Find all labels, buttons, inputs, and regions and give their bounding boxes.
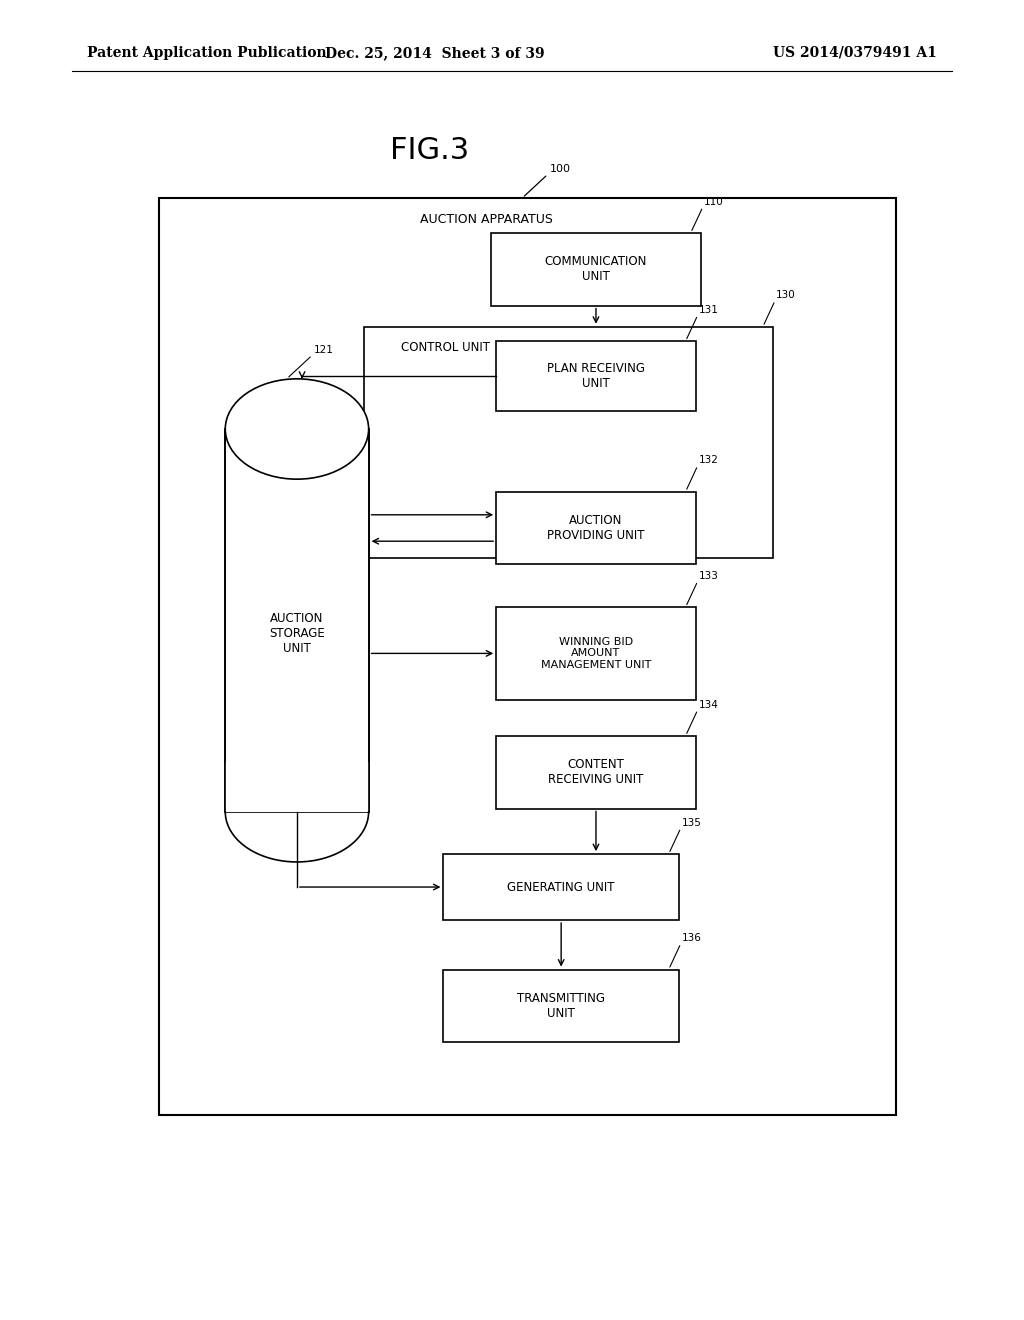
Bar xyxy=(225,762,369,812)
Text: 121: 121 xyxy=(313,345,333,355)
Text: CONTENT
RECEIVING UNIT: CONTENT RECEIVING UNIT xyxy=(548,758,644,787)
Text: TRANSMITTING
UNIT: TRANSMITTING UNIT xyxy=(517,991,605,1020)
Text: 133: 133 xyxy=(698,570,719,581)
Text: AUCTION APPARATUS: AUCTION APPARATUS xyxy=(420,213,553,226)
Text: Dec. 25, 2014  Sheet 3 of 39: Dec. 25, 2014 Sheet 3 of 39 xyxy=(326,46,545,59)
Bar xyxy=(496,737,696,808)
Bar xyxy=(443,969,679,1043)
Bar xyxy=(443,854,679,920)
Text: 134: 134 xyxy=(698,700,719,710)
Bar xyxy=(496,607,696,700)
Text: AUCTION
PROVIDING UNIT: AUCTION PROVIDING UNIT xyxy=(547,513,645,543)
Text: 136: 136 xyxy=(682,933,701,942)
Text: 131: 131 xyxy=(698,305,719,315)
Ellipse shape xyxy=(225,379,369,479)
Text: GENERATING UNIT: GENERATING UNIT xyxy=(508,880,614,894)
Bar xyxy=(492,232,700,305)
Text: 132: 132 xyxy=(698,455,719,466)
Bar xyxy=(496,491,696,565)
Text: 135: 135 xyxy=(682,817,701,828)
Bar xyxy=(225,429,369,812)
Text: PLAN RECEIVING
UNIT: PLAN RECEIVING UNIT xyxy=(547,362,645,391)
Bar xyxy=(364,327,773,557)
Text: CONTROL UNIT: CONTROL UNIT xyxy=(401,342,489,354)
Text: Patent Application Publication: Patent Application Publication xyxy=(87,46,327,59)
Text: FIG.3: FIG.3 xyxy=(390,136,470,165)
Text: US 2014/0379491 A1: US 2014/0379491 A1 xyxy=(773,46,937,59)
Text: 100: 100 xyxy=(550,164,571,174)
Text: 110: 110 xyxy=(705,197,724,206)
Text: AUCTION
STORAGE
UNIT: AUCTION STORAGE UNIT xyxy=(269,612,325,655)
Text: WINNING BID
AMOUNT
MANAGEMENT UNIT: WINNING BID AMOUNT MANAGEMENT UNIT xyxy=(541,636,651,671)
Bar xyxy=(159,198,896,1115)
Text: 130: 130 xyxy=(776,290,796,300)
Text: COMMUNICATION
UNIT: COMMUNICATION UNIT xyxy=(545,255,647,284)
Bar xyxy=(496,341,696,412)
